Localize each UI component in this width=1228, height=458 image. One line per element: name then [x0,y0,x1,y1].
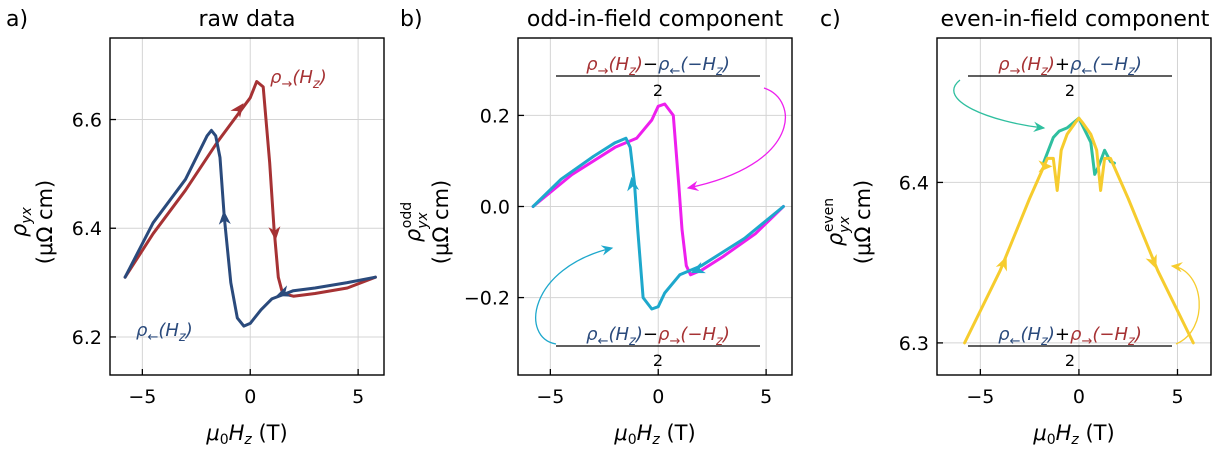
svg-text:ρyxodd: ρyxodd [399,202,431,242]
ticks-a: −5 0 5 6.2 6.4 6.6 [72,110,364,408]
svg-text:ρyxeven: ρyxeven [821,198,853,246]
annotation-even-bottom: ρ←(Hz)+ρ→(−Hz) 2 [968,262,1200,370]
grid-c [937,38,1211,375]
series-c [963,116,1195,345]
panel-a: a) raw data −5 0 5 6.2 6.4 6.6 μ0Hz (T) ρyx (… [6,7,385,448]
y-tick-label-0: 6.3 [899,333,929,355]
annotation-odd-bottom-denominator: 2 [653,351,663,370]
y-tick-label-1: 6.4 [899,172,929,194]
svg-text:ρyx: ρyx [7,206,35,237]
y-tick-label-0: −0.2 [464,288,510,310]
panel-title-a: raw data [198,7,295,32]
arrow-c-1-1 [1145,253,1157,270]
series-line-a-1 [123,128,377,328]
y-tick-label-1: 0.0 [480,197,510,219]
arrow-b-1-0 [627,176,640,192]
panel-letter-b: b) [400,7,423,32]
y-tick-label-2: 0.2 [480,105,510,127]
annotation-even-bottom-denominator: 2 [1065,351,1075,370]
series-line-c-1 [963,116,1195,345]
svg-text:ρ←(Hz)+ρ→(−Hz): ρ←(Hz)+ρ→(−Hz) [998,324,1142,349]
annotation-odd-top: ρ→(Hz)−ρ←(−Hz) 2 [556,54,786,191]
series-line-a-0 [123,80,377,298]
y-tick-label-2: 6.6 [72,110,102,132]
arrow-c-1-2 [1038,160,1053,173]
x-tick-label-1: 0 [1073,386,1085,408]
panel-b: b) odd-in-field component −5 0 5 −0.2 0.0 0.2… [399,7,793,448]
x-tick-label-0: −5 [966,386,994,408]
y-tick-label-1: 6.4 [72,218,102,240]
arrow-b-1-1 [690,262,706,274]
x-tick-label-0: −5 [536,386,564,408]
y-axis-label-a: ρyx (μΩ cm) [7,180,57,264]
arrow-c-1-0 [995,256,1007,272]
panel-title-b: odd-in-field component [527,7,784,32]
y-tick-label-0: 6.2 [72,327,102,349]
x-tick-label-2: 5 [1171,386,1183,408]
series-line-b-0 [531,102,785,277]
ticks-c: −5 0 5 6.3 6.4 [899,172,1184,408]
panel-letter-c: c) [820,7,841,32]
x-tick-label-2: 5 [352,386,364,408]
x-tick-label-1: 0 [244,386,256,408]
y-unit-b: (μΩ cm) [429,180,453,264]
arrow-a-1-1 [218,210,231,225]
plot-frame-a [109,37,385,376]
x-tick-label-0: −5 [128,386,156,408]
svg-text:ρ→(Hz)−ρ←(−Hz): ρ→(Hz)−ρ←(−Hz) [586,54,730,79]
y-unit-c: (μΩ cm) [851,180,875,264]
series-a [123,80,377,328]
annotation-even-top-denominator: 2 [1065,81,1075,100]
annotation-even-top: ρ→(Hz)+ρ←(−Hz) 2 [953,54,1172,133]
arrow-a-1-0 [276,285,292,297]
series-b [531,102,785,311]
annotation-rho-right-a: ρ→(Hz) [270,67,327,92]
annotation-odd-bottom: ρ←(Hz)−ρ→(−Hz) 2 [535,245,760,370]
x-axis-label-c: μ0Hz (T) [1032,421,1114,448]
y-axis-label-c: ρyxeven (μΩ cm) [821,180,875,264]
ticks-b: −5 0 5 −0.2 0.0 0.2 [464,105,772,408]
annotation-odd-top-denominator: 2 [653,81,663,100]
grid-b [518,38,792,375]
x-tick-label-1: 0 [652,386,664,408]
panel-c: c) even-in-field component −5 0 5 6.3 6.4 μ0… [820,7,1212,448]
y-unit-a: (μΩ cm) [33,180,57,264]
svg-text:ρ→(Hz)+ρ←(−Hz): ρ→(Hz)+ρ←(−Hz) [998,54,1142,79]
arrow-a-0-0 [230,103,244,118]
arrow-a-0-1 [268,226,281,241]
series-line-b-1 [531,136,785,311]
plot-frame-c [936,37,1212,376]
x-tick-label-2: 5 [760,386,772,408]
x-axis-label-b: μ0Hz (T) [613,421,695,448]
panel-letter-a: a) [6,7,28,32]
panel-title-c: even-in-field component [941,7,1210,32]
svg-text:ρ←(Hz)−ρ→(−Hz): ρ←(Hz)−ρ→(−Hz) [586,324,730,349]
annotation-rho-left-a: ρ←(Hz) [136,320,193,345]
x-axis-label-a: μ0Hz (T) [205,421,287,448]
y-axis-label-b: ρyxodd (μΩ cm) [399,180,453,264]
series-line-c-0 [1041,116,1116,176]
